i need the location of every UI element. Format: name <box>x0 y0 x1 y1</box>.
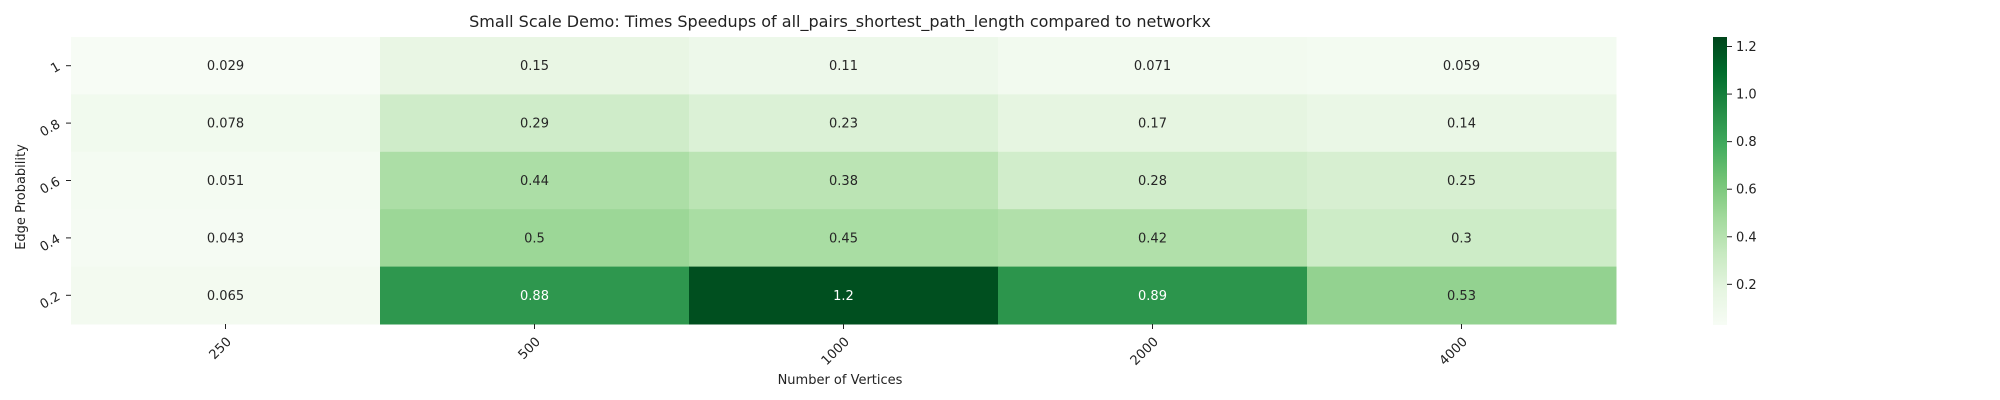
cell-value-label: 0.89 <box>1138 289 1167 304</box>
heatmap-cell <box>380 37 690 95</box>
cell-value-label: 0.029 <box>207 59 244 74</box>
heatmap-cell <box>998 209 1308 268</box>
x-tick-label: 2000 <box>1128 335 1162 369</box>
chart-title: Small Scale Demo: Times Speedups of all_… <box>469 12 1211 32</box>
heatmap-cell <box>71 94 381 153</box>
cell-value-label: 0.28 <box>1138 174 1167 189</box>
heatmap-cell <box>1307 266 1617 325</box>
cell-value-label: 0.23 <box>829 117 858 132</box>
cell-value-label: 0.15 <box>520 59 549 74</box>
cell-value-label: 0.11 <box>829 59 858 74</box>
heatmap-cell <box>998 266 1308 325</box>
colorbar-tick-label: 0.8 <box>1736 135 1757 150</box>
heatmap-cell <box>1307 37 1617 95</box>
cell-value-label: 0.25 <box>1447 174 1476 189</box>
colorbar-tick-label: 0.6 <box>1736 183 1757 198</box>
colorbar-gradient <box>1713 37 1727 325</box>
heatmap-cells: 0.029 0.15 0.11 0.071 0.059 0.078 0.29 0.23 0.17… <box>71 37 1617 325</box>
heatmap-cell <box>380 94 690 153</box>
heatmap-cell <box>1307 94 1617 153</box>
x-axis-ticks: 250 500 1000 2000 4000 <box>207 324 1471 369</box>
cell-value-label: 0.065 <box>207 289 244 304</box>
colorbar-tick-label: 0.4 <box>1736 230 1757 245</box>
heatmap-cell <box>71 209 381 268</box>
heatmap-cell <box>71 266 381 325</box>
cell-value-label: 0.17 <box>1138 117 1167 132</box>
cell-value-label: 0.059 <box>1443 59 1480 74</box>
heatmap-cell <box>998 37 1308 95</box>
heatmap-cell <box>71 37 381 95</box>
heatmap-cell <box>380 209 690 268</box>
cell-value-label: 0.5 <box>524 231 545 246</box>
x-tick-label: 500 <box>516 335 544 363</box>
colorbar-tick-label: 1.2 <box>1736 40 1757 55</box>
heatmap-cell <box>380 151 690 210</box>
y-tick-label: 0.6 <box>38 174 63 197</box>
cell-value-label: 0.078 <box>207 117 244 132</box>
cell-value-label: 0.44 <box>520 174 549 189</box>
colorbar-tick-label: 1.0 <box>1736 88 1757 103</box>
colorbar-tick-label: 0.2 <box>1736 278 1757 293</box>
x-tick-label: 250 <box>207 335 235 363</box>
cell-value-label: 0.88 <box>520 289 549 304</box>
cell-value-label: 0.3 <box>1451 231 1472 246</box>
cell-value-label: 0.29 <box>520 117 549 132</box>
y-tick-label: 0.2 <box>38 289 63 312</box>
cell-value-label: 0.45 <box>829 231 858 246</box>
heatmap-cell <box>1307 209 1617 268</box>
x-axis-label: Number of Vertices <box>778 373 903 388</box>
cell-value-label: 0.071 <box>1134 59 1171 74</box>
y-tick-label: 1 <box>48 60 63 77</box>
heatmap-cell <box>1307 151 1617 210</box>
heatmap-cell <box>689 266 999 325</box>
heatmap-cell <box>689 209 999 268</box>
heatmap-cell <box>689 94 999 153</box>
heatmap-cell <box>689 37 999 95</box>
y-tick-label: 0.8 <box>38 117 63 140</box>
cell-value-label: 0.38 <box>829 174 858 189</box>
cell-value-label: 0.043 <box>207 231 244 246</box>
y-axis-label: Edge Probability <box>14 144 29 250</box>
x-tick-label: 1000 <box>819 335 853 369</box>
cell-value-label: 0.051 <box>207 174 244 189</box>
heatmap-cell <box>380 266 690 325</box>
x-tick-label: 4000 <box>1437 335 1471 369</box>
y-axis-ticks: 1 0.8 0.6 0.4 0.2 <box>38 60 71 313</box>
heatmap-cell <box>998 151 1308 210</box>
colorbar: 0.2 0.4 0.6 0.8 1.0 1.2 <box>1713 37 1757 325</box>
heatmap-cell <box>998 94 1308 153</box>
cell-value-label: 0.42 <box>1138 231 1167 246</box>
y-tick-label: 0.4 <box>38 232 63 255</box>
cell-value-label: 0.14 <box>1447 117 1476 132</box>
heatmap-cell <box>71 151 381 210</box>
cell-value-label: 0.53 <box>1447 289 1476 304</box>
cell-value-label: 1.2 <box>833 289 854 304</box>
heatmap-cell <box>689 151 999 210</box>
